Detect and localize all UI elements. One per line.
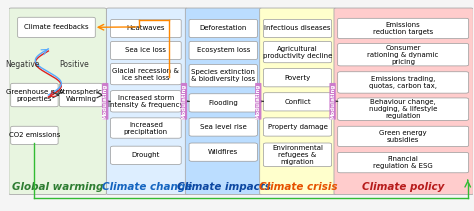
FancyBboxPatch shape — [337, 18, 469, 39]
FancyBboxPatch shape — [11, 83, 58, 107]
Text: Global warming: Global warming — [12, 182, 103, 192]
Text: Deforestation: Deforestation — [200, 26, 247, 31]
Text: CO2 emissions: CO2 emissions — [9, 132, 60, 138]
FancyBboxPatch shape — [18, 17, 95, 38]
Text: Conflict: Conflict — [284, 99, 311, 105]
Text: Modulating: Modulating — [330, 84, 335, 119]
Text: Agricultural
productivity decline: Agricultural productivity decline — [263, 46, 332, 58]
FancyBboxPatch shape — [11, 126, 58, 145]
FancyBboxPatch shape — [337, 126, 469, 147]
Text: Financial
regulation & ESG: Financial regulation & ESG — [374, 156, 433, 169]
FancyBboxPatch shape — [189, 118, 257, 136]
FancyBboxPatch shape — [189, 94, 257, 112]
Text: Climate change: Climate change — [102, 182, 192, 192]
Text: Ecosystem loss: Ecosystem loss — [197, 47, 250, 53]
Text: Poverty: Poverty — [284, 75, 310, 81]
FancyBboxPatch shape — [264, 93, 332, 111]
Text: Heatwaves: Heatwaves — [127, 26, 165, 31]
Text: Drought: Drought — [132, 152, 160, 158]
Text: Modulating: Modulating — [256, 84, 261, 119]
FancyBboxPatch shape — [189, 64, 257, 87]
FancyBboxPatch shape — [189, 143, 257, 161]
Text: Modulating: Modulating — [103, 84, 108, 119]
Text: Increased storm
intensity & frequency: Increased storm intensity & frequency — [108, 95, 184, 108]
FancyBboxPatch shape — [264, 41, 332, 63]
Text: Wildfires: Wildfires — [208, 149, 238, 155]
Text: Flooding: Flooding — [209, 100, 238, 106]
Text: Climate crisis: Climate crisis — [259, 182, 337, 192]
Text: Green energy
subsidies: Green energy subsidies — [379, 130, 427, 143]
Text: Environmental
refugees &
migration: Environmental refugees & migration — [272, 145, 323, 165]
Text: Infectious diseases: Infectious diseases — [264, 26, 331, 31]
FancyBboxPatch shape — [337, 153, 469, 173]
Text: Atmospheric
Warming: Atmospheric Warming — [59, 89, 103, 101]
FancyBboxPatch shape — [110, 118, 181, 138]
FancyBboxPatch shape — [264, 118, 332, 136]
Text: Modulating: Modulating — [182, 84, 186, 119]
FancyBboxPatch shape — [185, 8, 262, 195]
Text: Greenhouse gas
properties: Greenhouse gas properties — [6, 89, 63, 101]
FancyBboxPatch shape — [106, 8, 188, 195]
FancyBboxPatch shape — [337, 98, 469, 120]
Text: Sea ice loss: Sea ice loss — [126, 47, 166, 53]
Text: Species extinction
& biodiversity loss: Species extinction & biodiversity loss — [191, 69, 255, 82]
FancyBboxPatch shape — [110, 63, 181, 85]
FancyBboxPatch shape — [264, 69, 332, 87]
FancyBboxPatch shape — [334, 8, 474, 195]
Text: Negative: Negative — [6, 60, 40, 69]
FancyBboxPatch shape — [264, 143, 332, 166]
Text: Increased
precipitation: Increased precipitation — [124, 122, 168, 135]
FancyBboxPatch shape — [110, 146, 181, 164]
Text: Property damage: Property damage — [268, 124, 328, 130]
FancyBboxPatch shape — [9, 8, 106, 195]
FancyBboxPatch shape — [189, 19, 257, 38]
FancyBboxPatch shape — [264, 19, 332, 38]
Text: Climate impacts: Climate impacts — [177, 182, 271, 192]
FancyBboxPatch shape — [60, 83, 102, 107]
Text: Emissions trading,
quotas, carbon tax,: Emissions trading, quotas, carbon tax, — [369, 76, 437, 89]
FancyBboxPatch shape — [110, 91, 181, 112]
Text: Positive: Positive — [59, 60, 89, 69]
FancyBboxPatch shape — [260, 8, 336, 195]
FancyBboxPatch shape — [189, 41, 257, 60]
Text: Consumer
rationing & dynamic
pricing: Consumer rationing & dynamic pricing — [367, 45, 439, 65]
FancyBboxPatch shape — [337, 72, 469, 93]
Text: Emissions
reduction targets: Emissions reduction targets — [373, 22, 433, 35]
Text: Behaviour change,
nudging, & lifestyle
regulation: Behaviour change, nudging, & lifestyle r… — [369, 99, 438, 119]
FancyBboxPatch shape — [110, 41, 181, 60]
Text: Climate policy: Climate policy — [363, 182, 445, 192]
Text: Glacial recession &
ice sheet loss: Glacial recession & ice sheet loss — [112, 68, 179, 81]
Text: Sea level rise: Sea level rise — [200, 124, 246, 130]
FancyBboxPatch shape — [110, 19, 181, 38]
FancyBboxPatch shape — [337, 43, 469, 66]
Text: Climate feedbacks: Climate feedbacks — [24, 24, 89, 30]
